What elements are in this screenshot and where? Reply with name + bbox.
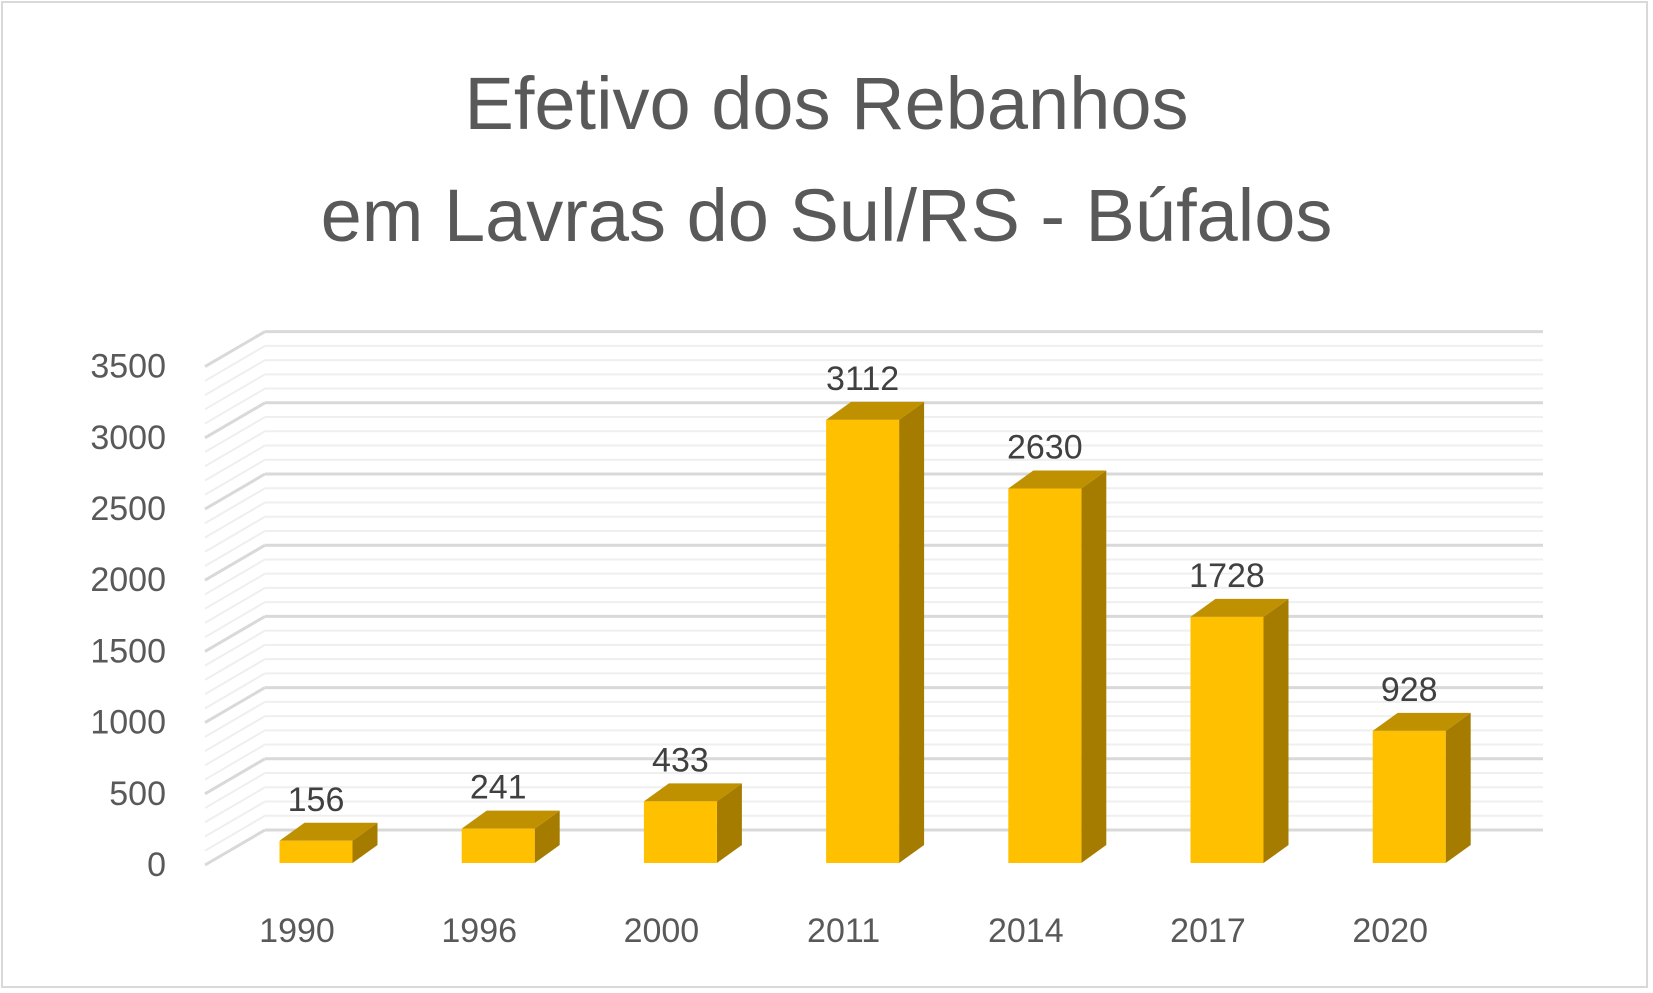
y-tick-label: 2000 — [90, 561, 166, 599]
bar-front-face — [1190, 616, 1264, 863]
x-tick-label: 2020 — [1352, 912, 1428, 950]
side-gridline-minor — [204, 501, 266, 539]
bars: 156 241 433 3112 2630 1728 928 — [279, 360, 1471, 863]
y-tick-label: 0 — [147, 846, 166, 884]
y-tick-label: 500 — [109, 775, 166, 813]
side-gridline-minor — [204, 800, 266, 838]
side-gridline-minor — [204, 786, 266, 824]
y-tick-label: 3000 — [90, 419, 166, 457]
bar-side-face — [716, 783, 742, 863]
bar-side-face — [534, 810, 560, 863]
bar-side-face — [1081, 470, 1107, 863]
bar-front-face — [279, 840, 353, 863]
bar-1996: 241 — [461, 769, 560, 863]
side-gridline-minor — [204, 729, 266, 767]
data-label: 241 — [470, 769, 527, 807]
side-gridline-major — [204, 686, 266, 724]
side-gridline-minor — [204, 416, 266, 453]
side-gridline-minor — [204, 430, 266, 468]
bar-2011: 3112 — [826, 360, 925, 863]
side-gridline-minor — [204, 558, 266, 596]
x-tick-label: 2014 — [988, 912, 1064, 950]
data-label: 156 — [288, 781, 345, 819]
x-tick-label: 2011 — [807, 912, 880, 950]
side-gridline-minor — [204, 515, 266, 553]
side-gridline-minor — [204, 772, 266, 809]
side-gridline-minor — [204, 344, 266, 382]
bar-front-face — [1008, 488, 1082, 863]
x-tick-label: 2000 — [624, 912, 700, 950]
side-gridline-minor — [204, 814, 266, 852]
chart-title: Efetivo dos Rebanhos em Lavras do Sul/RS… — [0, 48, 1653, 272]
chart-title-line-1: Efetivo dos Rebanhos — [464, 62, 1189, 145]
bar-top-face — [1190, 598, 1289, 617]
side-gridline-minor — [204, 587, 266, 624]
y-tick-label: 1500 — [90, 632, 166, 670]
side-gridline-minor — [204, 644, 266, 681]
side-gridline-minor — [204, 530, 266, 567]
data-label: 2630 — [1007, 428, 1083, 466]
x-tick-label: 1990 — [259, 912, 335, 950]
side-gridline-minor — [204, 373, 266, 411]
y-axis-tick-labels: 0 500 1000 1500 2000 2500 3000 3500 — [90, 348, 166, 884]
bar-top-face — [826, 401, 925, 420]
bar-side-face — [352, 822, 378, 863]
side-gridline-minor — [204, 672, 266, 710]
x-axis-tick-labels: 1990 1996 2000 2011 2014 2017 2020 — [259, 912, 1428, 950]
side-gridline-minor — [204, 715, 266, 752]
side-gridline-minor — [204, 487, 266, 525]
bar-2020: 928 — [1372, 671, 1471, 863]
bar-2017: 1728 — [1189, 557, 1289, 863]
y-tick-label: 3500 — [90, 348, 166, 386]
side-gridline-minor — [204, 572, 266, 610]
side-gridline-minor — [204, 658, 266, 695]
chart-title-line-2: em Lavras do Sul/RS - Búfalos — [320, 174, 1333, 257]
side-gridline-minor — [204, 700, 266, 738]
bar-side-face — [1445, 712, 1471, 863]
bar-front-face — [826, 419, 900, 863]
data-label: 1728 — [1189, 557, 1265, 595]
side-gridline-major — [204, 615, 266, 653]
bar-side-face — [899, 401, 925, 863]
bar-top-face — [1008, 470, 1107, 489]
bar-front-face — [461, 828, 535, 863]
y-tick-label: 2500 — [90, 490, 166, 528]
data-label: 928 — [1381, 671, 1438, 709]
side-gridline-minor — [204, 387, 266, 425]
side-gridline-minor — [204, 601, 266, 639]
side-gridline-minor — [204, 458, 266, 496]
side-gridline-major — [204, 828, 266, 867]
x-tick-label: 1996 — [441, 912, 517, 950]
bar-top-face — [461, 810, 560, 829]
data-label: 3112 — [826, 360, 899, 398]
side-gridline-minor — [204, 444, 266, 482]
side-gridline-major — [204, 401, 266, 440]
y-tick-label: 1000 — [90, 704, 166, 742]
side-gridline-major — [204, 757, 266, 796]
side-gridline-major — [204, 472, 266, 511]
data-label: 433 — [652, 741, 709, 779]
bar-top-face — [1372, 712, 1471, 731]
side-gridline-minor — [204, 743, 266, 781]
side-gridline-minor — [204, 359, 266, 396]
side-gridline-major — [204, 543, 266, 582]
bar-front-face — [1372, 730, 1446, 863]
x-tick-label: 2017 — [1170, 912, 1246, 950]
bar-2000: 433 — [643, 741, 742, 863]
bar-top-face — [279, 822, 378, 841]
side-gridline-major — [204, 330, 266, 368]
bar-2014: 2630 — [1007, 428, 1107, 863]
bar-side-face — [1263, 598, 1289, 863]
bar-1990: 156 — [279, 781, 378, 863]
bar-top-face — [643, 783, 742, 802]
side-gridline-minor — [204, 629, 266, 667]
bar-front-face — [643, 801, 717, 863]
